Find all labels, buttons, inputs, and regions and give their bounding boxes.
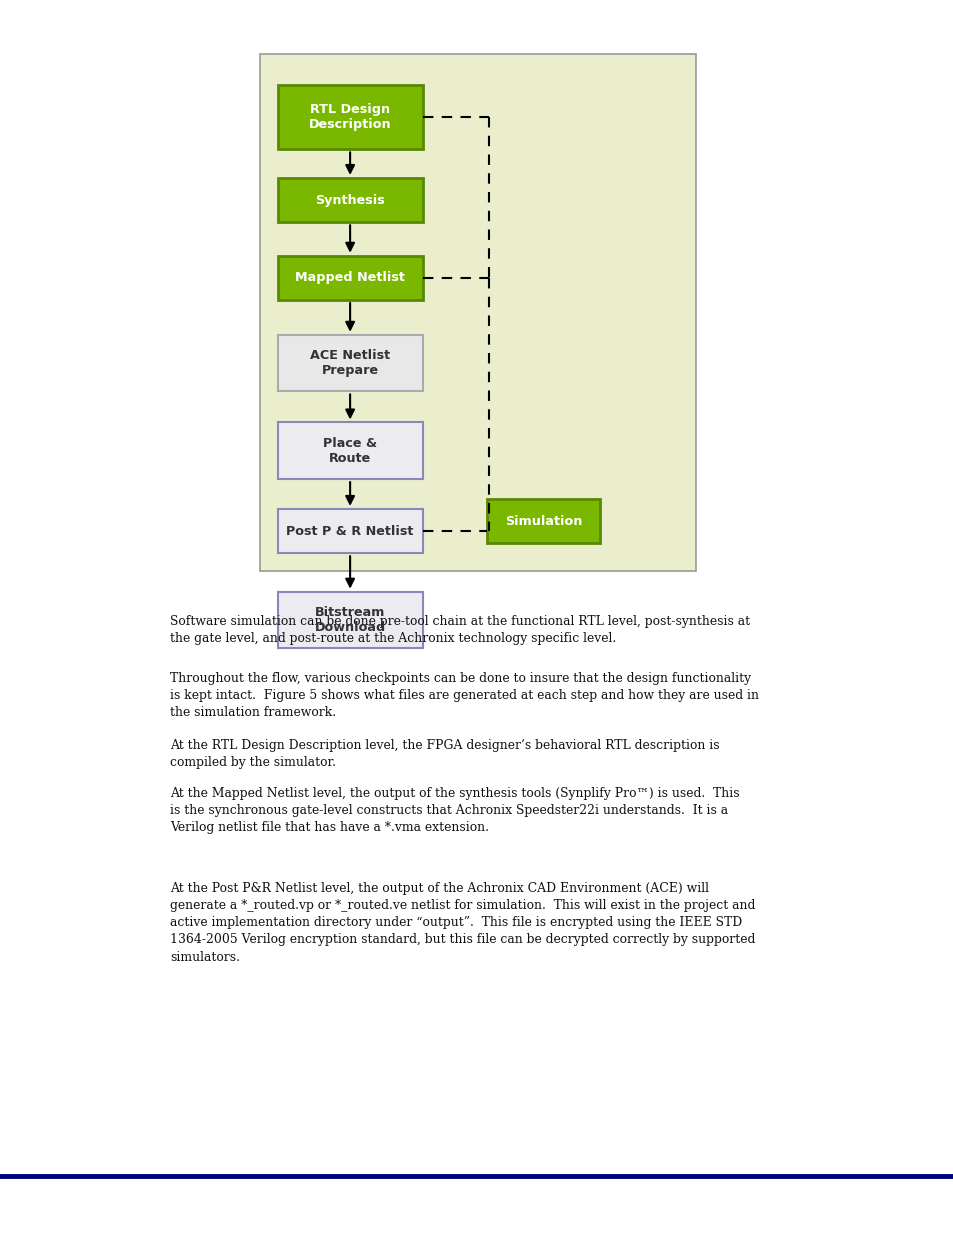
Text: Software simulation can be done pre-tool chain at the functional RTL level, post: Software simulation can be done pre-tool… xyxy=(170,615,749,645)
Text: RTL Design
Description: RTL Design Description xyxy=(309,104,391,131)
Bar xyxy=(487,499,599,543)
Text: Throughout the flow, various checkpoints can be done to insure that the design f: Throughout the flow, various checkpoints… xyxy=(170,672,758,719)
Text: Post P & R Netlist: Post P & R Netlist xyxy=(286,525,414,537)
Bar xyxy=(277,422,422,479)
Bar xyxy=(277,256,422,300)
Bar xyxy=(277,178,422,222)
Text: Bitstream
Download: Bitstream Download xyxy=(314,606,385,634)
Text: Mapped Netlist: Mapped Netlist xyxy=(294,272,405,284)
Bar xyxy=(277,509,422,553)
Text: At the RTL Design Description level, the FPGA designer’s behavioral RTL descript: At the RTL Design Description level, the… xyxy=(170,739,719,768)
Text: At the Post P&R Netlist level, the output of the Achronix CAD Environment (ACE) : At the Post P&R Netlist level, the outpu… xyxy=(170,882,755,963)
Text: Place &
Route: Place & Route xyxy=(323,437,376,464)
Text: Simulation: Simulation xyxy=(504,515,582,527)
Bar xyxy=(260,54,696,571)
Text: ACE Netlist
Prepare: ACE Netlist Prepare xyxy=(310,350,390,377)
Bar xyxy=(277,335,422,391)
Text: Synthesis: Synthesis xyxy=(314,194,385,206)
Bar xyxy=(277,85,422,149)
Bar xyxy=(277,592,422,648)
Text: At the Mapped Netlist level, the output of the synthesis tools (Synplify Pro™) i: At the Mapped Netlist level, the output … xyxy=(170,787,739,834)
